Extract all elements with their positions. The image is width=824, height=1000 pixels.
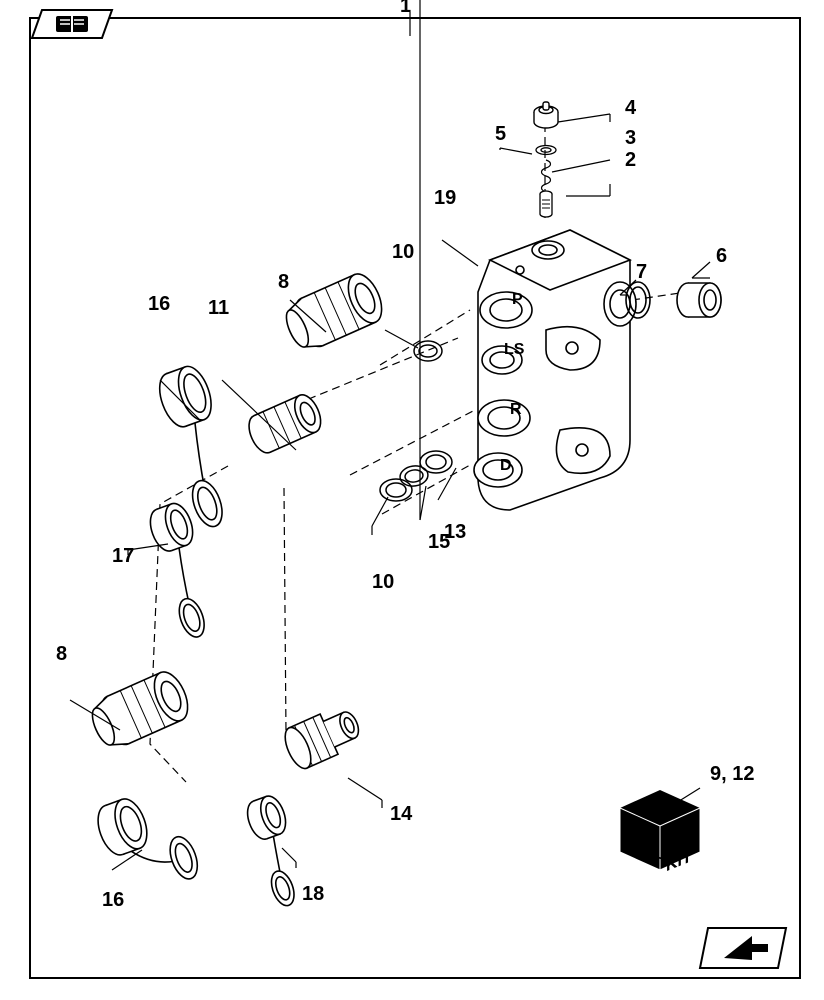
fitting-14 bbox=[280, 702, 365, 772]
callout-9-12: 9, 12 bbox=[710, 763, 754, 785]
o-ring-10-upper bbox=[414, 341, 442, 361]
callout-3: 3 bbox=[625, 127, 636, 149]
callout-8: 8 bbox=[56, 643, 67, 665]
callout-4: 4 bbox=[625, 97, 637, 119]
callout-19: 19 bbox=[434, 187, 456, 209]
cap-16-upper bbox=[149, 362, 254, 530]
port-label-ls: LS bbox=[504, 341, 525, 358]
port-label-p: P bbox=[512, 291, 523, 308]
callouts-group: 1234567889, 121010111314151616171819 bbox=[56, 0, 754, 911]
callout-17: 17 bbox=[112, 545, 134, 567]
plug-4 bbox=[534, 102, 558, 128]
callout-10: 10 bbox=[372, 571, 394, 593]
coupler-8-upper bbox=[279, 269, 388, 356]
plug-6 bbox=[677, 283, 721, 317]
callout-5: 5 bbox=[495, 123, 506, 145]
fitting-11 bbox=[244, 391, 326, 457]
book-icon bbox=[32, 10, 112, 38]
callout-2: 2 bbox=[625, 149, 636, 171]
callout-15: 15 bbox=[428, 531, 450, 553]
spring-3 bbox=[542, 160, 551, 192]
port-label-d: D bbox=[500, 457, 512, 474]
cap-16-lower bbox=[92, 782, 203, 902]
callout-7: 7 bbox=[636, 261, 647, 283]
callout-8: 8 bbox=[278, 271, 289, 293]
callout-10: 10 bbox=[392, 241, 414, 263]
port-label-r: R bbox=[510, 401, 522, 418]
o-ring-10-lower bbox=[380, 479, 412, 501]
kit-cube-icon: KIT KIT bbox=[620, 790, 700, 875]
callout-16: 16 bbox=[102, 889, 124, 911]
callout-14: 14 bbox=[390, 803, 413, 825]
coupler-8-lower bbox=[85, 667, 194, 754]
washer-5 bbox=[536, 146, 556, 155]
callout-16: 16 bbox=[148, 293, 170, 315]
callout-18: 18 bbox=[302, 883, 324, 905]
o-ring-15 bbox=[399, 464, 430, 488]
callout-1: 1 bbox=[400, 0, 411, 17]
o-ring-7 bbox=[626, 282, 650, 318]
return-arrow-icon bbox=[700, 928, 786, 968]
valve-body bbox=[474, 230, 636, 510]
pin-2 bbox=[540, 191, 552, 217]
assembly-diagram: KIT KIT bbox=[0, 0, 824, 1000]
callout-6: 6 bbox=[716, 245, 727, 267]
callout-11: 11 bbox=[208, 297, 229, 319]
